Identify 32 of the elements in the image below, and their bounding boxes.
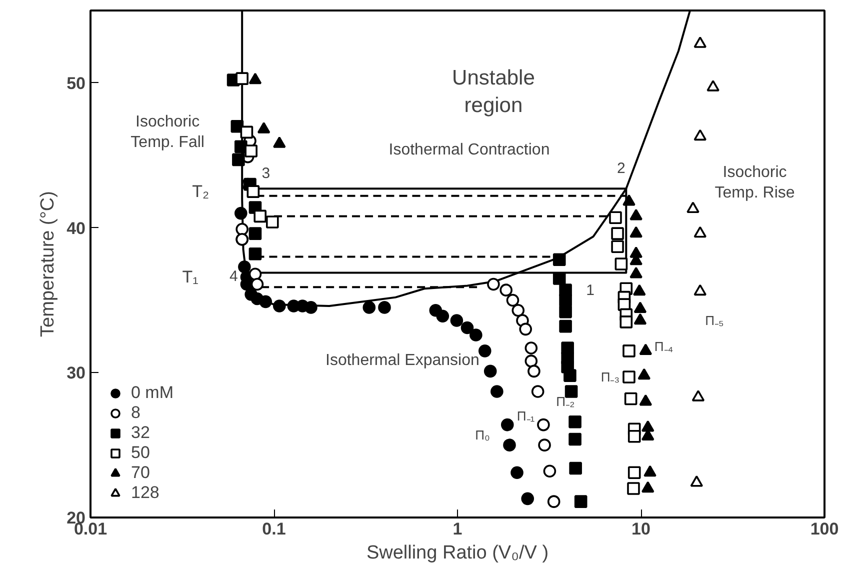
annotation: Isothermal Expansion [326,352,480,369]
annotation: Π₋₃ [600,370,620,385]
legend-label: 8 [131,403,142,423]
x-tick-label: 100 [810,520,839,538]
annotation: Isochoric Temp. Fall [130,113,204,151]
annotation: Isochoric Temp. Rise [714,164,795,202]
y-tick-label: 30 [66,364,86,383]
annotation: T₂ [192,182,210,201]
legend-label: 32 [131,423,151,443]
annotation: 1 [586,282,595,299]
legend-label: 128 [131,483,160,503]
annotation: Isothermal Contraction [388,141,550,158]
legend-label: 70 [131,463,151,483]
annotation: 4 [229,268,238,286]
y-tick-label: 40 [66,218,86,238]
legend-label: 0 mM [131,383,174,403]
annotation: 3 [262,165,270,182]
legend-label: 50 [131,443,151,463]
annotation: T₁ [182,268,199,287]
annotation: Unstable region [452,66,535,117]
y-axis-title: Temperature (°C) [38,191,59,337]
annotation: Π₋₅ [705,312,724,328]
annotation: Π₋₂ [556,394,575,409]
x-tick-label: 10 [632,520,650,538]
annotation: Π₋₁ [516,408,536,424]
annotation: Π₀ [475,427,490,442]
annotation: 2 [617,160,626,178]
x-tick-label: 1 [452,520,462,538]
annotation: Π₋₄ [654,339,674,354]
y-tick-label: 50 [66,74,86,93]
x-axis-title: Swelling Ratio (V₀/V ) [366,542,549,564]
x-tick-label: 0.1 [262,520,286,538]
